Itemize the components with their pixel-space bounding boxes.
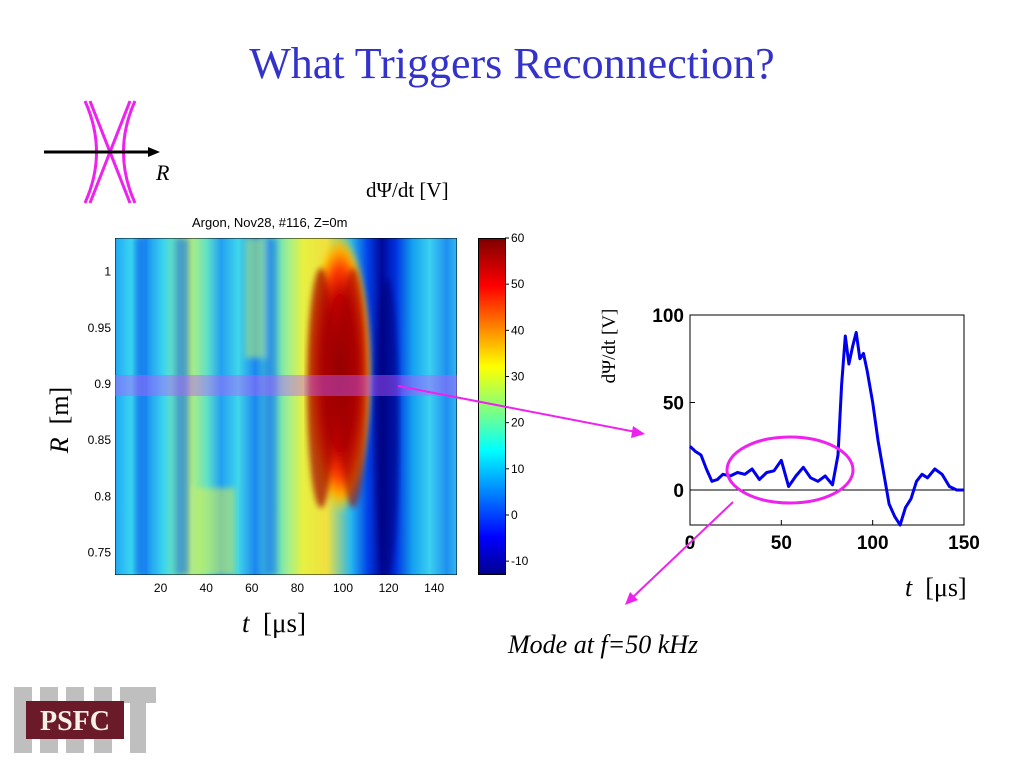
heatmap-ylabel-var: R: [45, 437, 74, 454]
colorbar: [478, 238, 506, 575]
heatmap-y-tick-label: 1: [104, 265, 111, 279]
colorbar-ticks: -10 0 10 20 30 40 50 60: [505, 231, 529, 568]
line-y-axis-label: dΨ/dt [V]: [599, 308, 620, 384]
colorbar-quantity-label: dΨ/dt [V]: [366, 178, 449, 202]
line-x-tick-label: 150: [948, 533, 980, 554]
heatmap-y-tick-label: 0.85: [88, 433, 112, 447]
line-chart: 0 50 100 0 50 100 150: [652, 306, 980, 554]
colorbar-tick-label: 0: [511, 508, 518, 522]
heatmap-xlabel-unit: [μs]: [263, 608, 306, 638]
line-y-tick-label: 0: [673, 481, 684, 502]
heatmap-y-tick-label: 0.9: [94, 377, 111, 391]
colorbar-tick-label: 60: [511, 231, 525, 245]
heatmap-y-ticks: 0.75 0.8 0.85 0.9 0.95 1: [88, 265, 112, 560]
line-xlabel-unit: [μs]: [925, 573, 967, 602]
heatmap-plot: [115, 238, 457, 575]
heatmap-ylabel-unit: [m]: [45, 386, 74, 425]
line-series: [688, 331, 964, 527]
psfc-logo-text: PSFC: [40, 706, 110, 737]
heatmap-title: Argon, Nov28, #116, Z=0m: [192, 215, 348, 230]
heatmap-y-tick-label: 0.95: [88, 321, 112, 335]
colorbar-tick-label: 30: [511, 369, 525, 383]
colorbar-tick-label: 50: [511, 277, 525, 291]
colorbar-tick-label: -10: [511, 554, 529, 568]
line-chart-frame: [689, 314, 965, 526]
line-y-tick-label: 50: [663, 394, 684, 415]
ellipse-to-text-arrowhead: [625, 592, 638, 605]
colorbar-tick-label: 40: [511, 323, 525, 337]
heatmap-x-axis-label: t [μs]: [242, 608, 306, 639]
colorbar-tick-label: 20: [511, 416, 525, 430]
psfc-logo: PSFC: [14, 687, 156, 753]
x-point-diagram: [44, 100, 160, 204]
line-xlabel-var: t: [905, 573, 913, 602]
heatmap-x-tick-label: 120: [379, 581, 399, 595]
r-axis-label: R: [156, 160, 170, 185]
colorbar-tick-label: 10: [511, 462, 525, 476]
r-axis-arrowhead: [148, 147, 160, 157]
heatmap-x-ticks: 20 40 60 80 100 120 140: [154, 581, 445, 595]
heatmap-x-tick-label: 80: [291, 581, 305, 595]
mode-highlight-ellipse: [725, 435, 855, 505]
highlight-band: [115, 375, 457, 396]
heatmap-x-tick-label: 60: [245, 581, 259, 595]
heatmap-y-tick-label: 0.75: [88, 546, 112, 560]
heatmap-x-tick-label: 100: [333, 581, 353, 595]
heatmap-xlabel-var: t: [242, 608, 250, 638]
heatmap-x-tick-label: 20: [154, 581, 168, 595]
heatmap-y-tick-label: 0.8: [94, 489, 111, 503]
slide-title: What Triggers Reconnection?: [249, 39, 775, 88]
heatmap-image: [115, 238, 457, 575]
line-x-axis-label: t [μs]: [905, 573, 967, 603]
line-x-tick-label: 100: [857, 533, 889, 554]
heatmap-x-tick-label: 40: [200, 581, 214, 595]
line-y-tick-label: 100: [652, 306, 684, 327]
mode-annotation: Mode at f=50 kHz: [508, 630, 699, 659]
line-x-tick-label: 50: [771, 533, 792, 554]
heatmap-y-axis-label: R [m]: [40, 365, 80, 465]
line-x-tick-label: 0: [685, 533, 696, 554]
heatmap-x-tick-label: 140: [424, 581, 444, 595]
